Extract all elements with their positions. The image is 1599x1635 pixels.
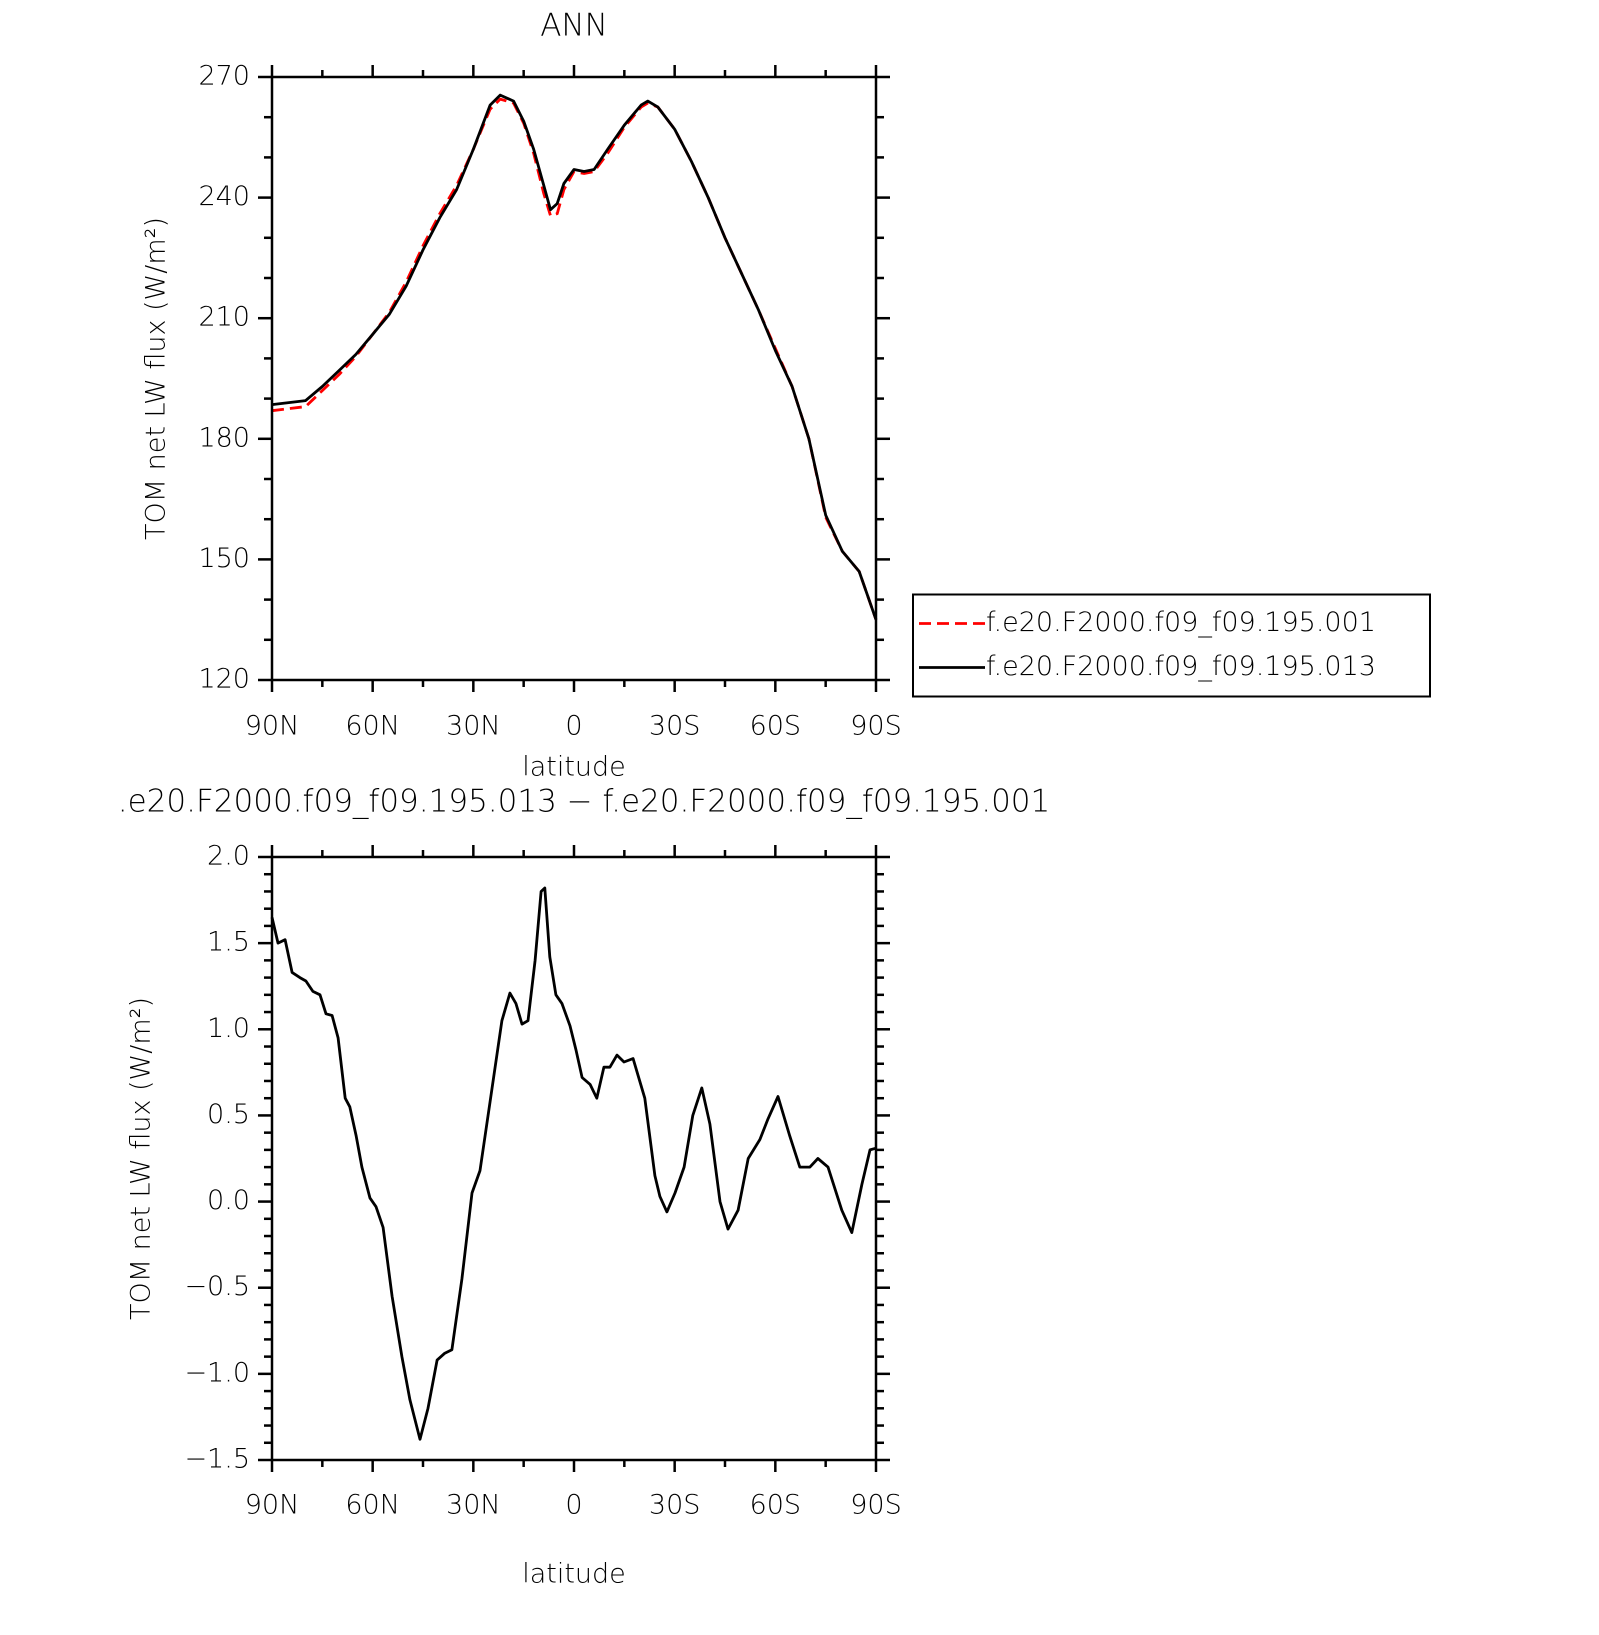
x-tick-label: 60S xyxy=(750,711,802,742)
series-line xyxy=(271,93,878,621)
y-tick-label: 150 xyxy=(198,543,250,574)
y-tick-label: 240 xyxy=(198,181,250,212)
x-tick-label: 90N xyxy=(245,711,300,742)
y-tick-label: −1.0 xyxy=(184,1357,250,1388)
x-axis-label: latitude xyxy=(522,1559,626,1590)
x-tick-label: 90S xyxy=(850,1490,902,1521)
y-axis-label: TOM net LW flux (W/m²) xyxy=(126,997,157,1320)
y-tick-label: 120 xyxy=(198,664,250,695)
y-tick-label: −0.5 xyxy=(184,1271,250,1302)
legend-box xyxy=(912,593,1431,698)
x-tick-label: 90N xyxy=(245,1490,300,1521)
y-tick-label: −1.5 xyxy=(184,1444,250,1475)
chart-title: ANN xyxy=(540,8,608,44)
x-tick-label: 30S xyxy=(649,711,701,742)
x-tick-label: 30N xyxy=(446,1490,501,1521)
series-line xyxy=(270,886,877,1441)
x-tick-label: 30N xyxy=(446,711,501,742)
y-tick-label: 0.5 xyxy=(207,1099,250,1130)
x-tick-label: 90S xyxy=(850,711,902,742)
y-tick-label: 2.0 xyxy=(207,841,250,872)
y-tick-label: 180 xyxy=(198,422,250,453)
x-tick-label: 0 xyxy=(565,711,582,742)
x-tick-label: 30S xyxy=(649,1490,701,1521)
y-tick-label: 1.0 xyxy=(207,1013,250,1044)
chart-title: .e20.F2000.f09_f09.195.013 − f.e20.F2000… xyxy=(118,784,1050,820)
y-tick-label: 1.5 xyxy=(207,927,250,958)
plot-frame xyxy=(270,855,878,1462)
y-tick-label: 0.0 xyxy=(207,1185,250,1216)
x-tick-label: 60N xyxy=(345,711,400,742)
x-tick-label: 60S xyxy=(750,1490,802,1521)
legend-label: f.e20.F2000.f09_f09.195.001 xyxy=(986,607,1376,638)
legend-label: f.e20.F2000.f09_f09.195.013 xyxy=(986,651,1376,682)
y-axis-label: TOM net LW flux (W/m²) xyxy=(141,217,172,540)
y-tick-label: 210 xyxy=(198,302,250,333)
y-tick-label: 270 xyxy=(198,61,250,92)
x-tick-label: 0 xyxy=(565,1490,582,1521)
plot-frame xyxy=(270,75,878,682)
x-axis-label: latitude xyxy=(522,752,626,783)
x-tick-label: 60N xyxy=(345,1490,400,1521)
series-line xyxy=(271,97,878,621)
